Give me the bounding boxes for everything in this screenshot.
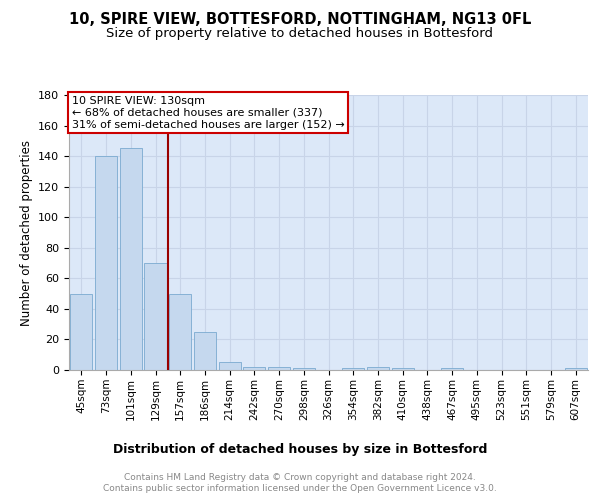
Text: Contains HM Land Registry data © Crown copyright and database right 2024.: Contains HM Land Registry data © Crown c… [124,472,476,482]
Bar [95,156,117,370]
Bar [194,332,216,370]
Bar [119,148,142,370]
Bar [342,368,364,370]
Bar [218,362,241,370]
Text: Distribution of detached houses by size in Bottesford: Distribution of detached houses by size … [113,442,487,456]
Y-axis label: Number of detached properties: Number of detached properties [20,140,32,326]
Text: Contains public sector information licensed under the Open Government Licence v3: Contains public sector information licen… [103,484,497,493]
Bar [441,368,463,370]
Text: 10 SPIRE VIEW: 130sqm
← 68% of detached houses are smaller (337)
31% of semi-det: 10 SPIRE VIEW: 130sqm ← 68% of detached … [71,96,344,130]
Bar [169,294,191,370]
Text: 10, SPIRE VIEW, BOTTESFORD, NOTTINGHAM, NG13 0FL: 10, SPIRE VIEW, BOTTESFORD, NOTTINGHAM, … [69,12,531,28]
Bar [392,368,414,370]
Bar [367,367,389,370]
Bar [145,263,167,370]
Text: Size of property relative to detached houses in Bottesford: Size of property relative to detached ho… [107,28,493,40]
Bar [565,368,587,370]
Bar [268,367,290,370]
Bar [70,294,92,370]
Bar [293,368,315,370]
Bar [243,367,265,370]
